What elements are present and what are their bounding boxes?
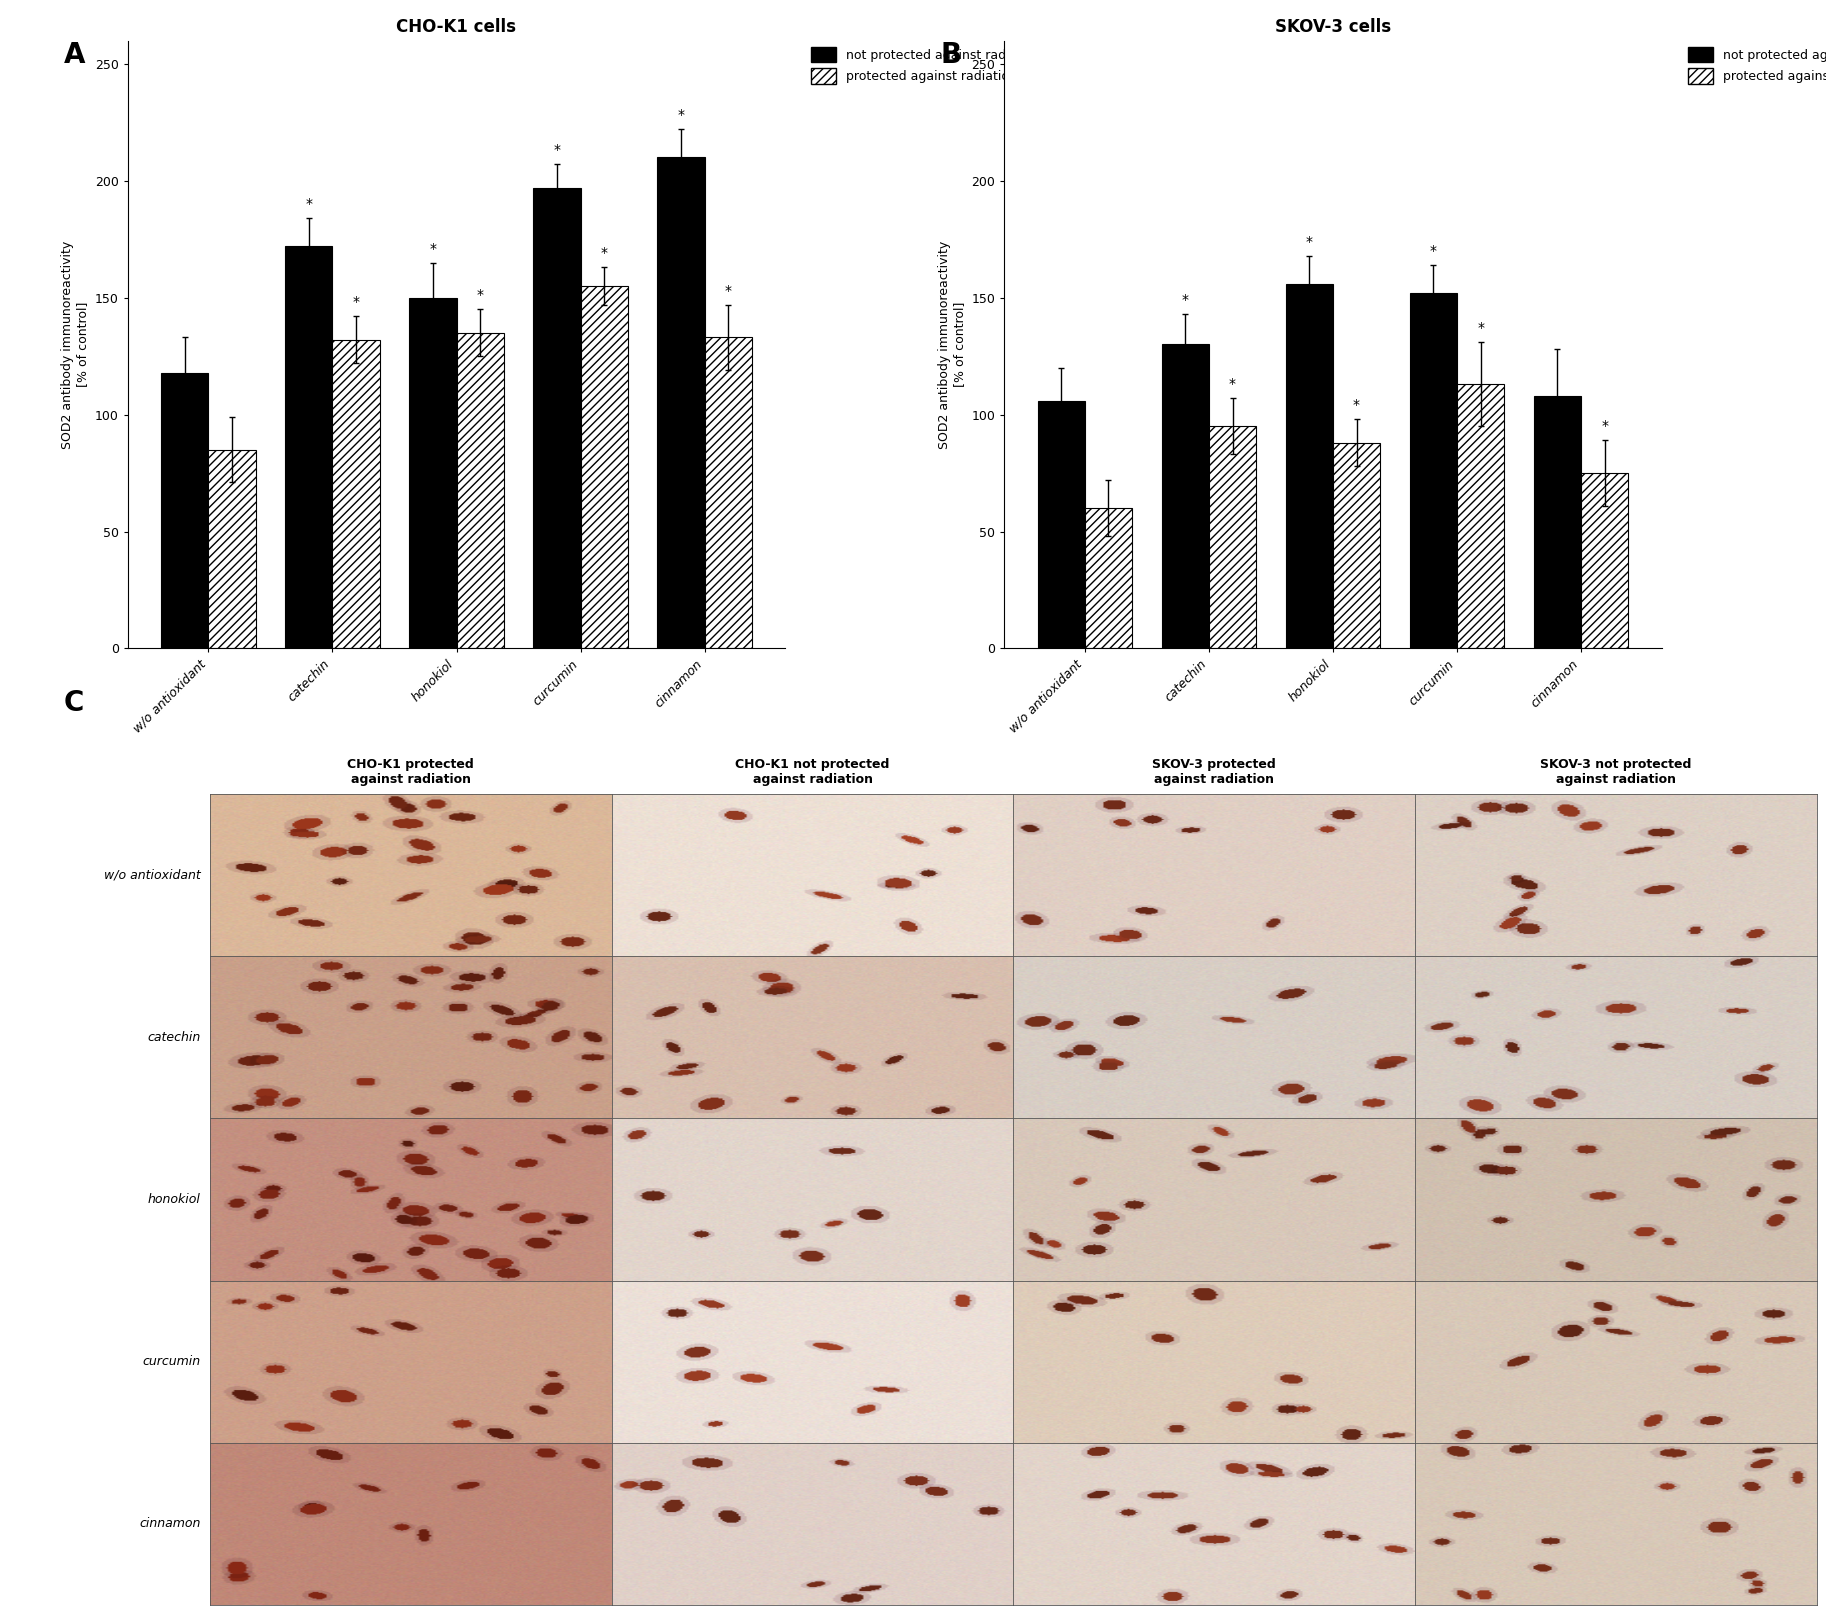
Y-axis label: SOD2 antibody immunoreactivity
[% of control]: SOD2 antibody immunoreactivity [% of con…: [62, 240, 89, 449]
Text: *: *: [305, 198, 312, 211]
Text: curcumin: curcumin: [142, 1355, 201, 1368]
Bar: [1534, 396, 1581, 648]
Bar: [657, 157, 705, 648]
Text: *: *: [601, 246, 608, 261]
Text: *: *: [1477, 321, 1485, 336]
Bar: [705, 337, 752, 648]
Text: B: B: [940, 41, 962, 68]
Title: CHO-K1 cells: CHO-K1 cells: [396, 18, 517, 36]
Text: CHO-K1 protected
against radiation: CHO-K1 protected against radiation: [347, 759, 475, 786]
Bar: [456, 332, 504, 648]
Text: *: *: [352, 295, 360, 310]
Bar: [1085, 507, 1132, 648]
Text: *: *: [553, 143, 561, 157]
Text: A: A: [64, 41, 86, 68]
Text: *: *: [1306, 235, 1313, 248]
Text: *: *: [477, 289, 484, 303]
Text: *: *: [1353, 399, 1360, 412]
Text: *: *: [1181, 293, 1189, 306]
Text: w/o antioxidant: w/o antioxidant: [104, 869, 201, 882]
Bar: [1286, 284, 1333, 648]
Text: catechin: catechin: [148, 1031, 201, 1044]
Text: *: *: [677, 109, 685, 122]
Bar: [533, 188, 581, 648]
Y-axis label: SOD2 antibody immunoreactivity
[% of control]: SOD2 antibody immunoreactivity [% of con…: [939, 240, 966, 449]
Text: CHO-K1 not protected
against radiation: CHO-K1 not protected against radiation: [736, 759, 889, 786]
Bar: [208, 449, 256, 648]
Bar: [581, 285, 628, 648]
Title: SKOV-3 cells: SKOV-3 cells: [1275, 18, 1391, 36]
Bar: [1581, 473, 1629, 648]
Text: *: *: [1229, 378, 1236, 391]
Text: cinnamon: cinnamon: [139, 1517, 201, 1530]
Bar: [409, 298, 456, 648]
Text: *: *: [1601, 420, 1609, 433]
Bar: [285, 246, 332, 648]
Bar: [1333, 443, 1380, 648]
Text: C: C: [64, 689, 84, 716]
Bar: [1037, 400, 1085, 648]
Text: *: *: [429, 242, 436, 256]
Legend: not protected against radiation, protected against radiation: not protected against radiation, protect…: [811, 47, 1041, 84]
Legend: not protected against radiation, protected against radiation: not protected against radiation, protect…: [1687, 47, 1826, 84]
Bar: [1161, 345, 1209, 648]
Bar: [1410, 293, 1457, 648]
Text: honokiol: honokiol: [148, 1193, 201, 1206]
Bar: [1457, 384, 1505, 648]
Text: SKOV-3 protected
against radiation: SKOV-3 protected against radiation: [1152, 759, 1276, 786]
Bar: [161, 373, 208, 648]
Text: *: *: [1430, 243, 1437, 258]
Bar: [332, 340, 380, 648]
Bar: [1209, 426, 1256, 648]
Text: *: *: [725, 284, 732, 298]
Text: SKOV-3 not protected
against radiation: SKOV-3 not protected against radiation: [1541, 759, 1691, 786]
